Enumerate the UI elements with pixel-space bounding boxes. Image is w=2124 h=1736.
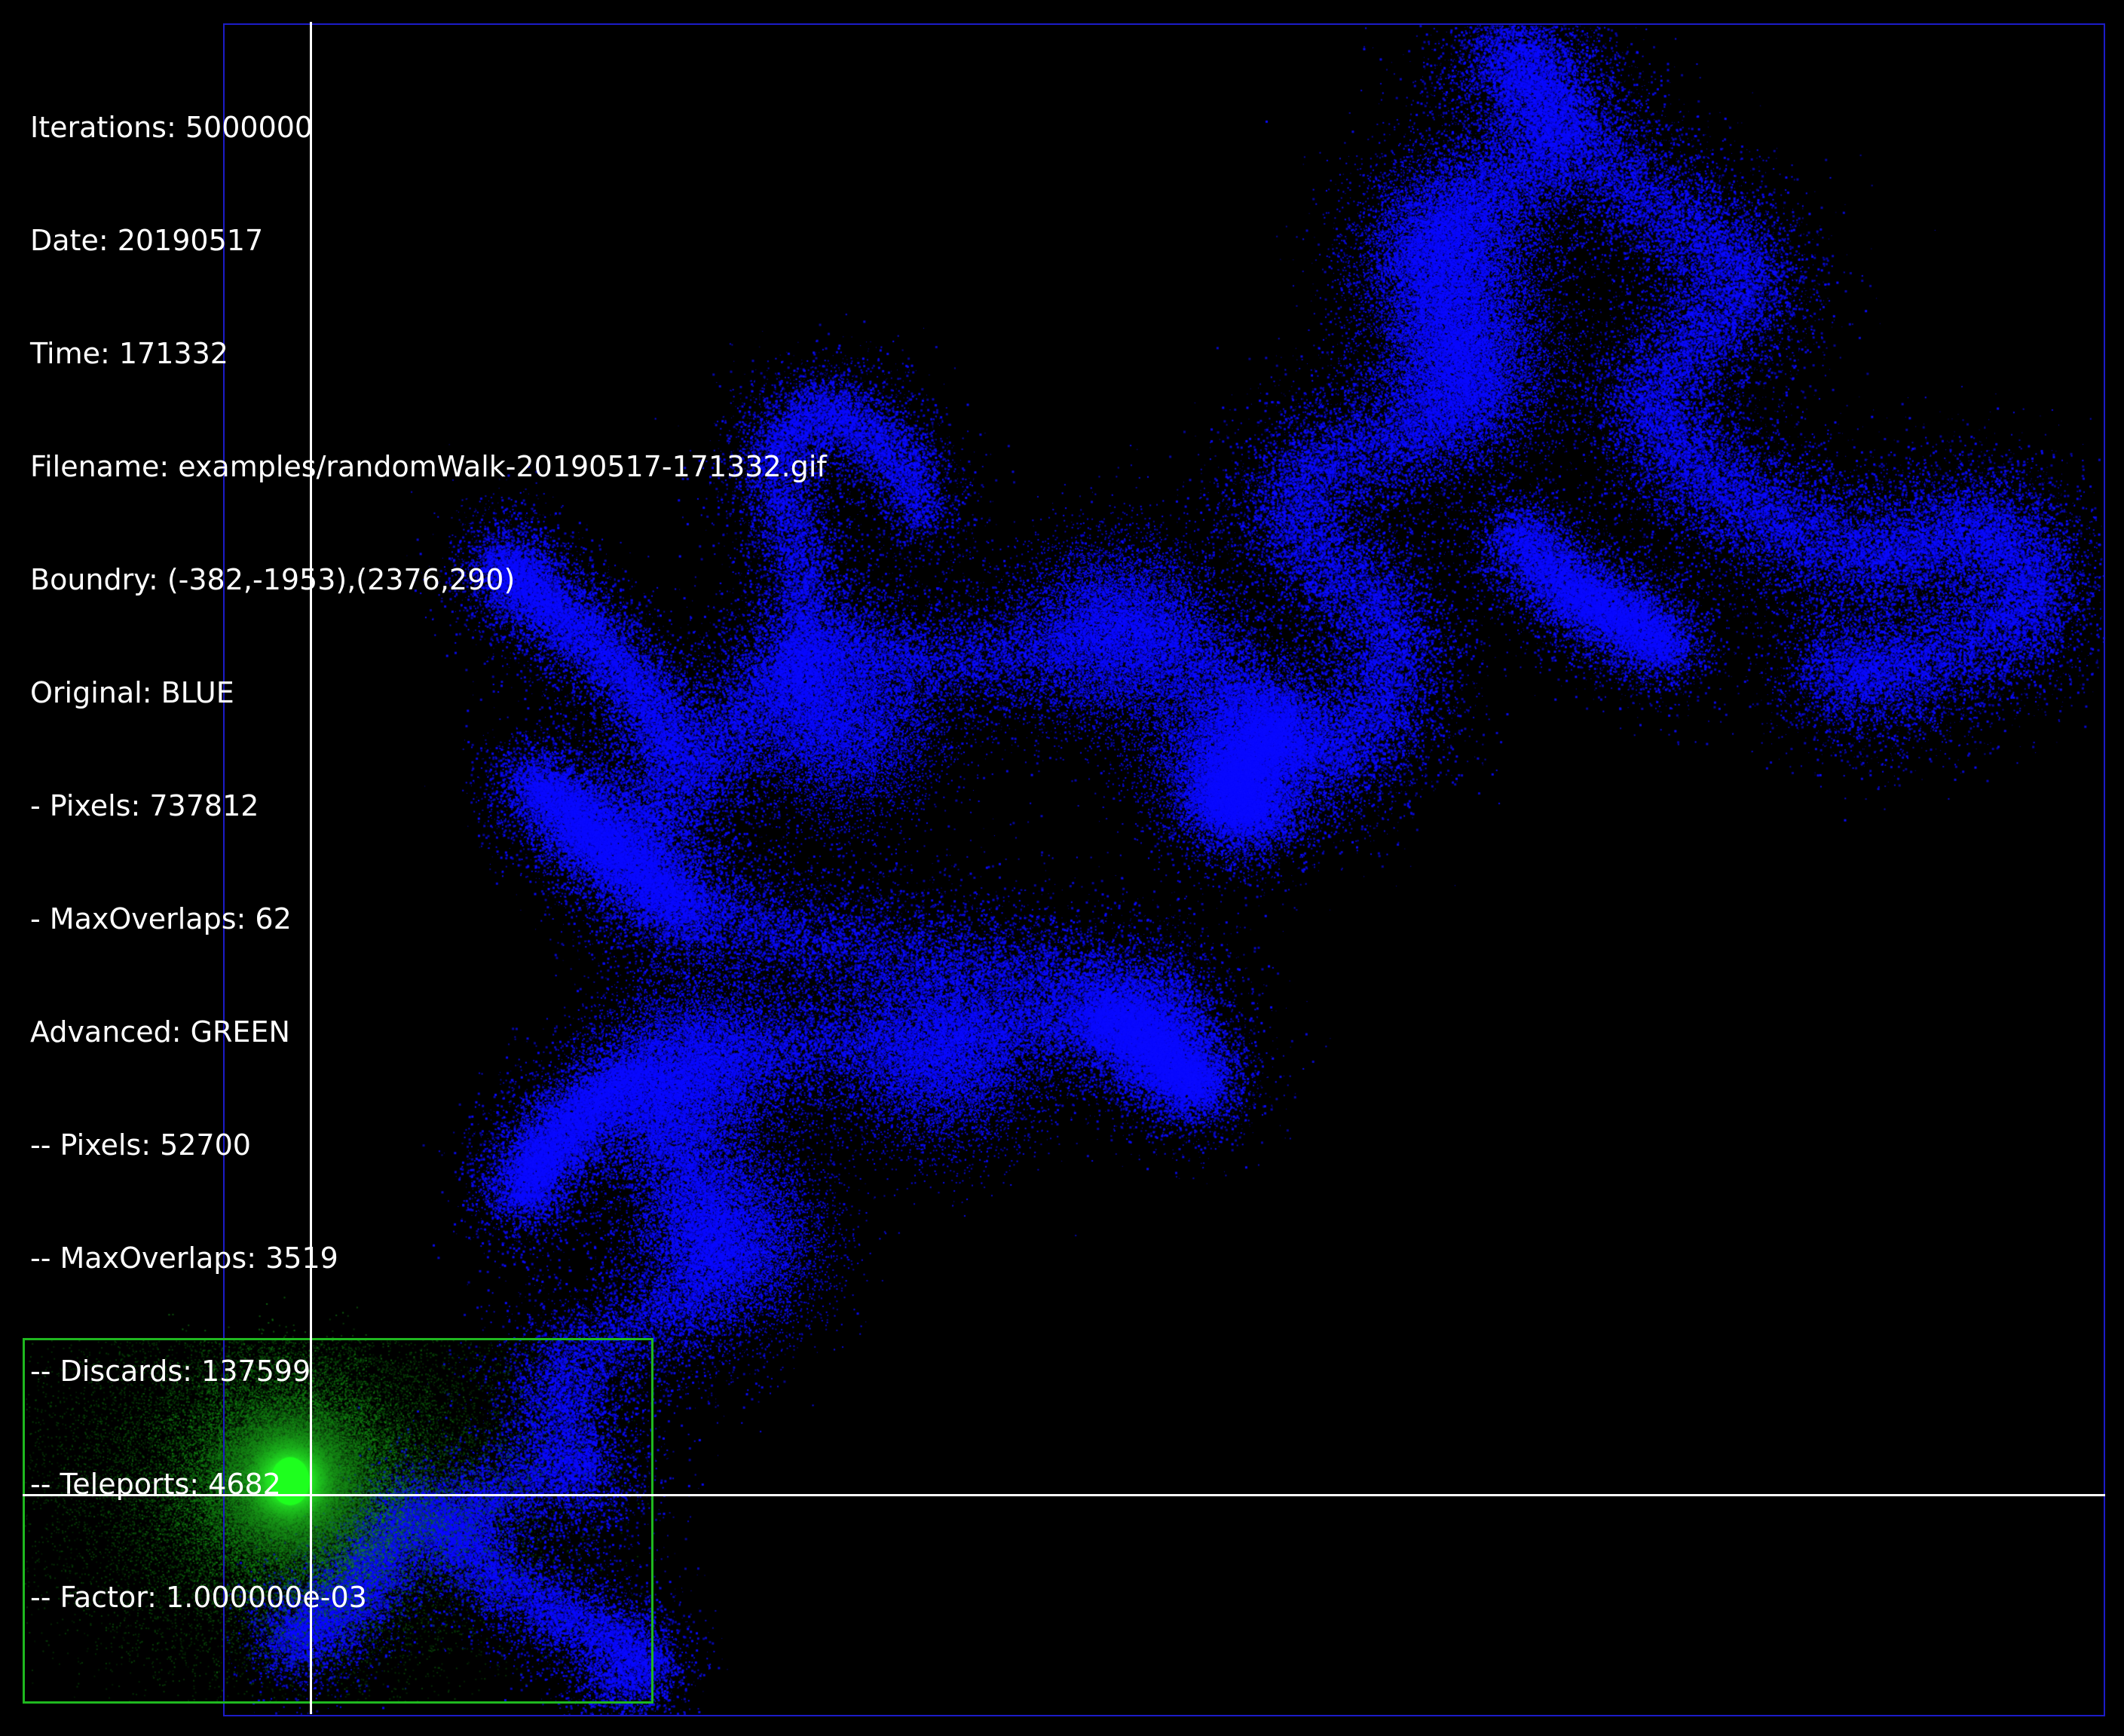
advanced-discards-label: -- Discards: 137599 xyxy=(30,1355,311,1388)
advanced-pixels-label: -- Pixels: 52700 xyxy=(30,1128,251,1162)
advanced-max-overlaps-label: -- MaxOverlaps: 3519 xyxy=(30,1242,338,1275)
advanced-teleports-label: -- Teleports: 4682 xyxy=(30,1468,281,1501)
advanced-walk-boundary xyxy=(23,1338,653,1704)
original-walk-boundary xyxy=(223,23,2105,1716)
original-pixels-label: - Pixels: 737812 xyxy=(30,789,259,822)
info-overlay: Iterations: 5000000 Date: 20190517 Time:… xyxy=(30,33,827,1692)
origin-vertical-axis xyxy=(310,22,312,1714)
advanced-label: Advanced: GREEN xyxy=(30,1015,290,1049)
time-label: Time: 171332 xyxy=(30,337,228,370)
filename-label: Filename: examples/randomWalk-20190517-1… xyxy=(30,450,827,483)
boundry-label: Boundry: (-382,-1953),(2376,290) xyxy=(30,563,516,596)
date-label: Date: 20190517 xyxy=(30,224,264,257)
advanced-factor-label: -- Factor: 1.000000e-03 xyxy=(30,1581,367,1614)
original-label: Original: BLUE xyxy=(30,676,234,709)
origin-horizontal-axis xyxy=(23,1494,2105,1496)
iterations-label: Iterations: 5000000 xyxy=(30,111,314,144)
original-max-overlaps-label: - MaxOverlaps: 62 xyxy=(30,902,292,935)
